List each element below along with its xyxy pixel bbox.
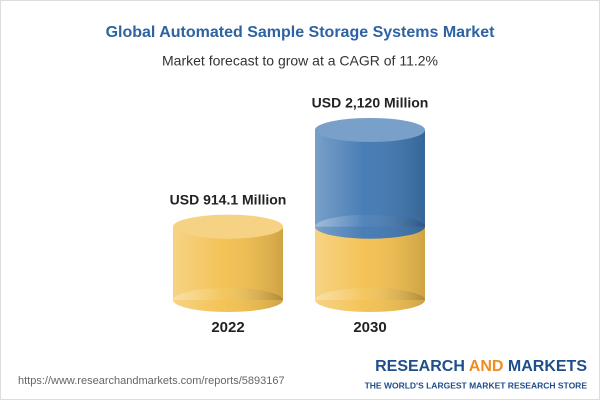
tagline: THE WORLD'S LARGEST MARKET RESEARCH STOR… [365,380,588,390]
brand-word: AND [469,358,504,375]
cylinder-shade [173,288,283,312]
brand-word: RESEARCH [375,358,465,375]
category-label: 2022 [211,319,244,336]
brand-word: MARKETS [508,358,587,375]
brand: RESEARCH AND MARKETS [375,358,587,375]
cylinder-shade [315,288,425,312]
cylinder-shade [315,130,425,227]
category-label: 2030 [353,319,386,336]
value-label: USD 2,120 Million [312,95,429,111]
cylinder-top-light [173,214,283,239]
cylinder-shade [315,214,425,239]
source-url[interactable]: https://www.researchandmarkets.com/repor… [18,375,285,387]
chart-subtitle: Market forecast to grow at a CAGR of 11.… [162,53,438,69]
cylinder-shade [315,226,425,300]
cylinder-top [173,214,283,239]
cylinder-top-light [315,118,425,142]
chart-title: Global Automated Sample Storage Systems … [106,24,496,41]
cylinder-top [315,118,425,142]
value-label: USD 914.1 Million [170,191,287,207]
cylinder-shade [173,226,283,300]
